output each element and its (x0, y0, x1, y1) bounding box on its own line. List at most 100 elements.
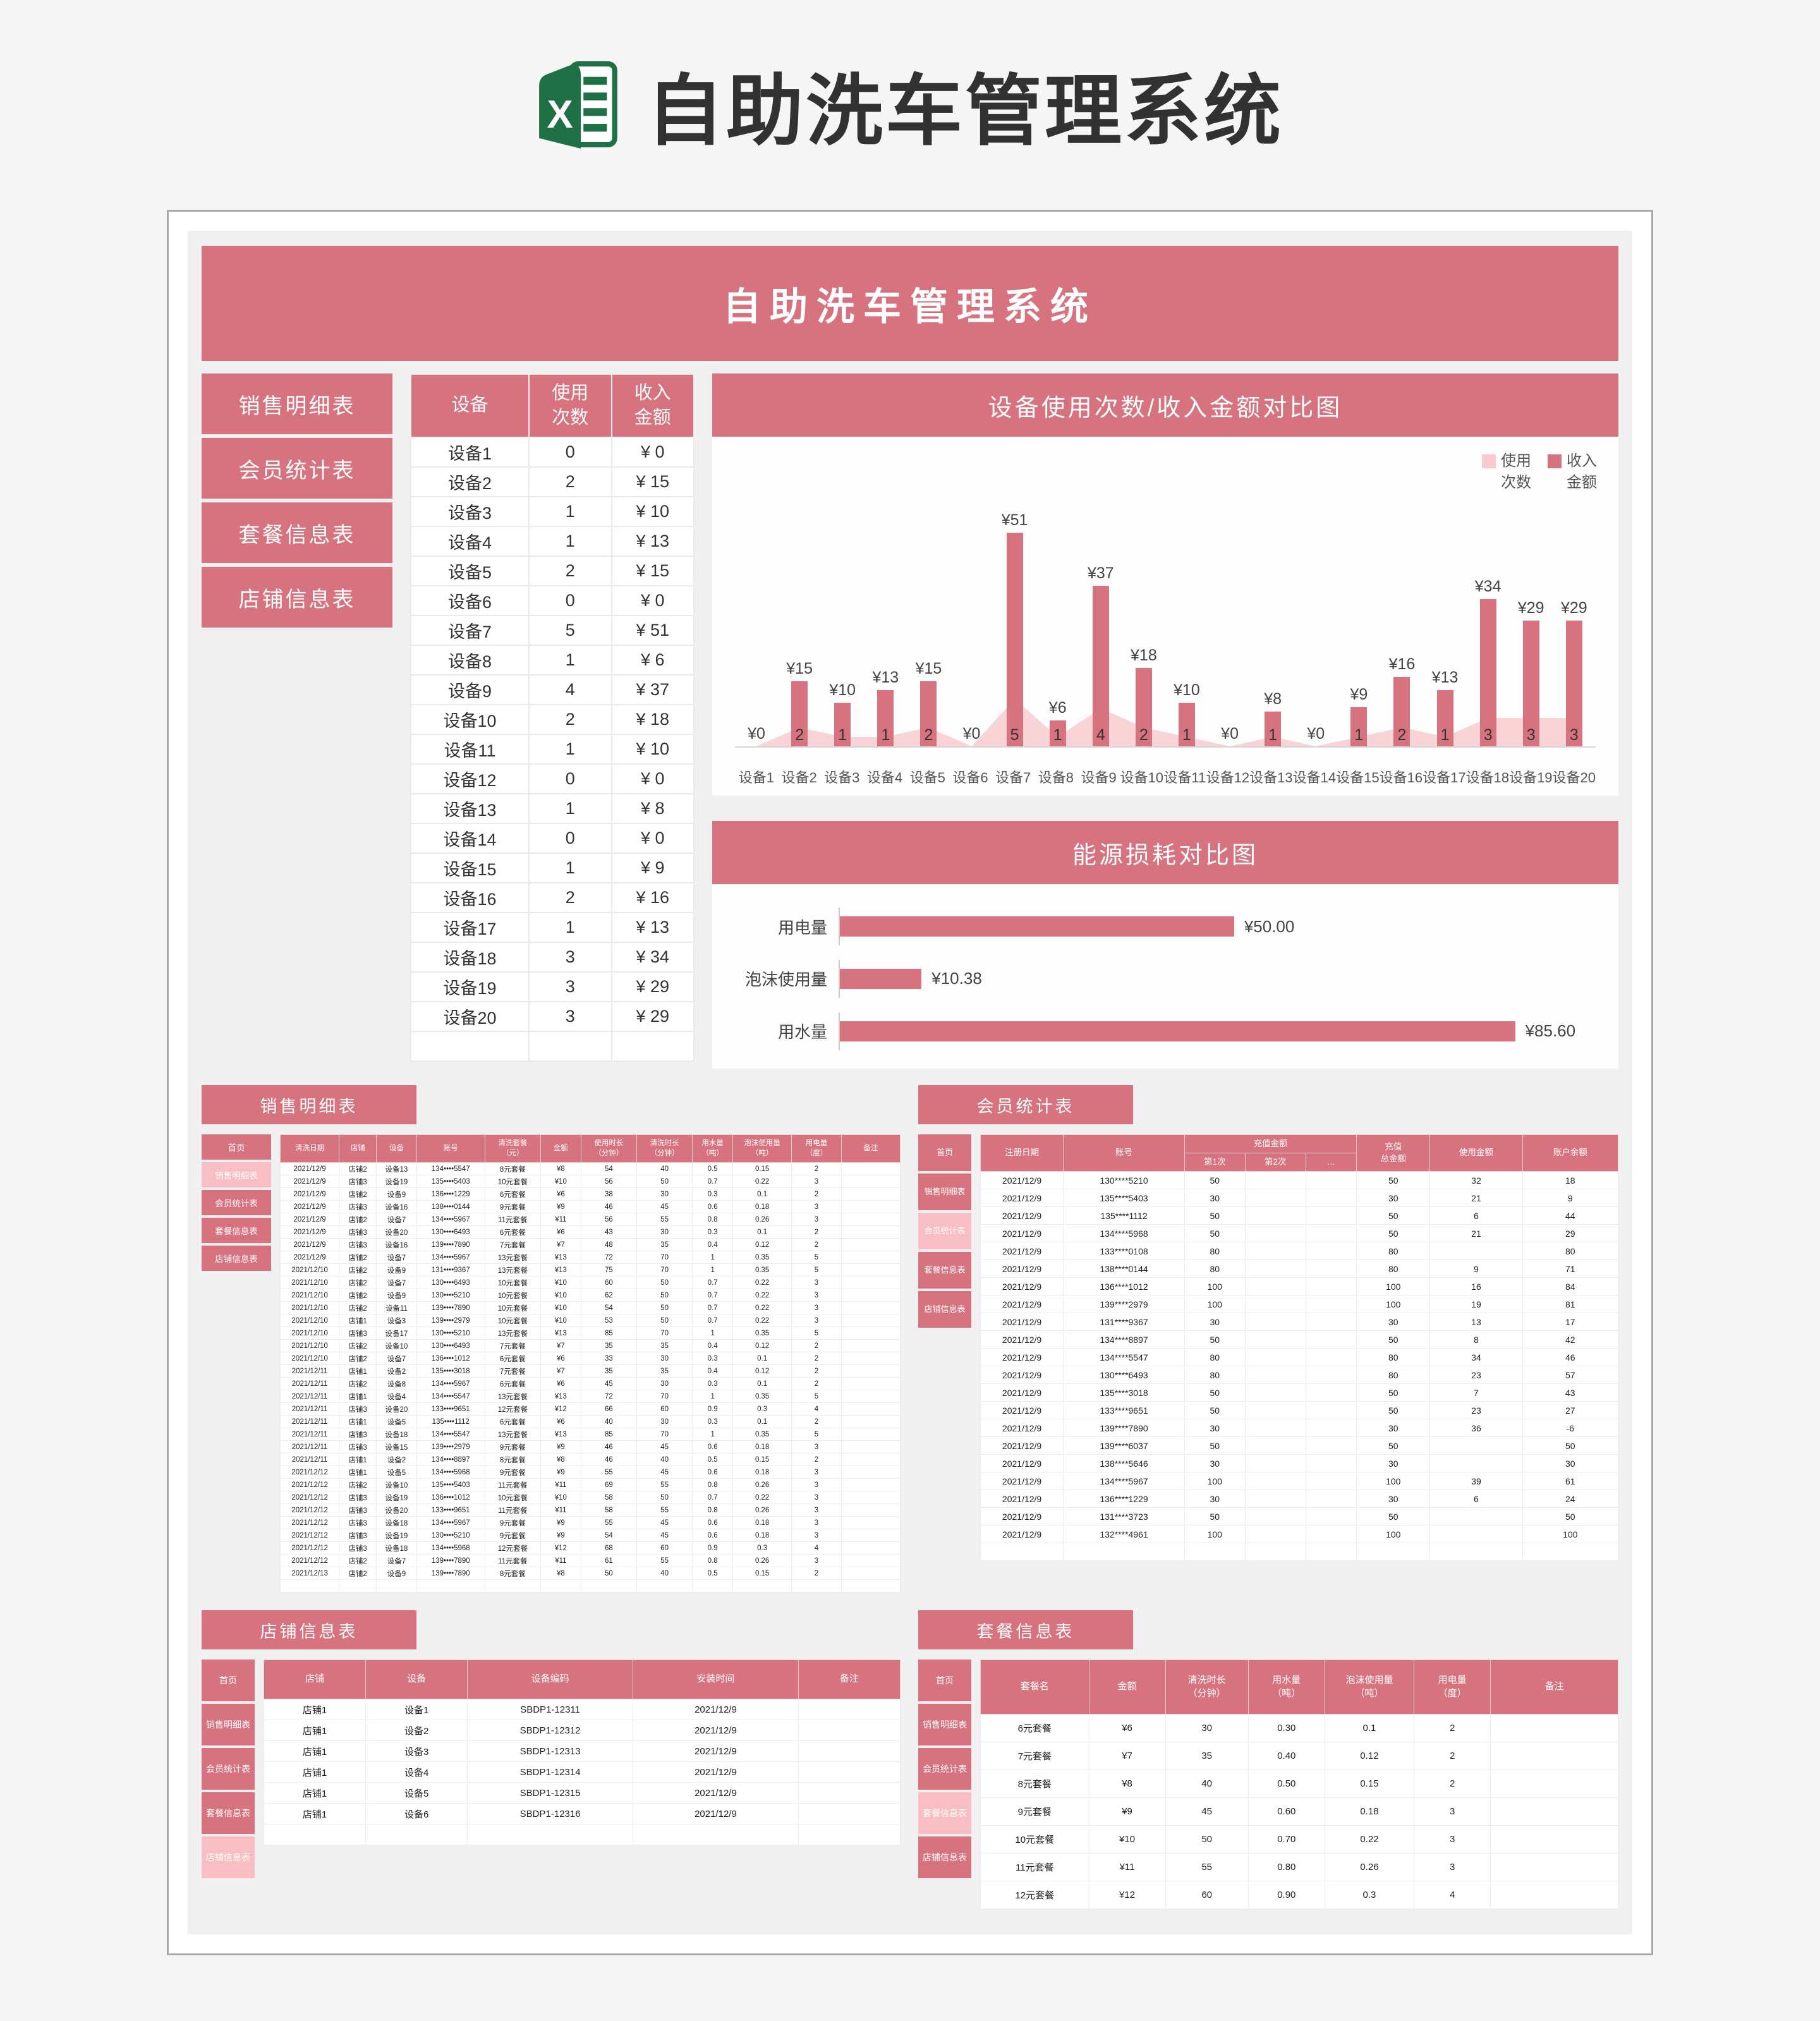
cell: 2021/12/13 (279, 1567, 340, 1580)
cell: 2021/12/9 (633, 1761, 799, 1783)
energy-bar-track: ¥50.00 (839, 907, 1589, 946)
cell: 6元套餐 (484, 1377, 541, 1390)
cell (1244, 1277, 1306, 1296)
cell (980, 1543, 1064, 1561)
cell (1244, 1366, 1306, 1384)
col-register-date: 注册日期 (980, 1134, 1064, 1172)
table-row: 2021/12/10 店铺1 设备3 139••••2979 10元套餐 ¥10 53 50 0… (279, 1314, 901, 1327)
cell (1305, 1189, 1357, 1207)
member-table-body: 2021/12/9 130****5210 50 50 32 18 2021/12/9 135… (980, 1171, 1619, 1561)
cell (692, 1579, 734, 1593)
cell: 46 (580, 1200, 638, 1213)
sidebar-item-套餐信息表[interactable]: 套餐信息表 (202, 1792, 255, 1834)
cell: 50 (636, 1289, 693, 1302)
cell: 0.7 (692, 1175, 734, 1188)
sidebar-item-销售明细表[interactable]: 销售明细表 (918, 1174, 971, 1210)
cell: 13元套餐 (484, 1390, 541, 1403)
cell: 9元套餐 (484, 1200, 541, 1213)
sidebar-item-店铺信息表[interactable]: 店铺信息表 (918, 1291, 971, 1328)
cell (1244, 1543, 1306, 1561)
cell: 2 (528, 466, 612, 497)
cell: ¥12 (540, 1402, 581, 1416)
cell: 100 (1522, 1525, 1619, 1543)
sidebar-item-首页[interactable]: 首页 (918, 1660, 971, 1701)
sidebar-item-套餐信息表[interactable]: 套餐信息表 (202, 502, 392, 563)
cell: 27 (1522, 1401, 1619, 1419)
sidebar-item-会员统计表[interactable]: 会员统计表 (918, 1213, 971, 1249)
sidebar-item-销售明细表[interactable]: 销售明细表 (202, 1704, 255, 1745)
cell: 19 (1429, 1295, 1523, 1313)
sidebar-item-店铺信息表[interactable]: 店铺信息表 (918, 1836, 971, 1878)
excel-icon: X (539, 61, 617, 149)
cell: 24 (1522, 1490, 1619, 1508)
income-bar (1350, 707, 1368, 746)
cell: 139****2979 (1063, 1295, 1185, 1313)
usage-count-label: 1 (881, 726, 890, 744)
bar-group-设备14: ¥0 (1294, 511, 1337, 746)
cell: 0.1 (732, 1377, 792, 1390)
cell: ¥6 (540, 1225, 581, 1239)
sidebar-item-店铺信息表[interactable]: 店铺信息表 (202, 567, 392, 628)
cell: 0.35 (732, 1428, 792, 1441)
table-row: 店铺1 设备1 SBDP1-12311 2021/12/9 (263, 1699, 901, 1720)
cell: 0.6 (692, 1466, 734, 1479)
cell (633, 1824, 799, 1845)
cell: ¥9 (540, 1516, 581, 1529)
cell: 设备8 (410, 645, 530, 676)
table-row: 2021/12/9 133****0108 80 80 80 (980, 1242, 1619, 1260)
cell: 72 (580, 1251, 638, 1264)
sidebar-item-店铺信息表[interactable]: 店铺信息表 (202, 1246, 271, 1271)
cell: 设备12 (410, 763, 530, 794)
sidebar-item-会员统计表[interactable]: 会员统计表 (202, 1748, 255, 1790)
table-row: 2021/12/10 店铺3 设备17 130••••5210 13元套餐 ¥13 85 70… (279, 1326, 901, 1340)
sidebar-item-套餐信息表[interactable]: 套餐信息表 (202, 1218, 271, 1243)
bar-group-设备4: ¥13 1 (864, 511, 907, 746)
sidebar-item-首页[interactable]: 首页 (202, 1660, 255, 1701)
cell (840, 1326, 901, 1340)
cell: 2021/12/9 (279, 1187, 340, 1201)
cell: 2 (791, 1238, 842, 1251)
cell: 69 (580, 1478, 638, 1491)
cell (1490, 1714, 1618, 1742)
cell: ¥ 51 (610, 615, 695, 646)
cell: 134••••5967 (416, 1516, 485, 1529)
sidebar-item-销售明细表[interactable]: 销售明细表 (918, 1704, 971, 1745)
cell (840, 1579, 901, 1593)
sidebar-item-会员统计表[interactable]: 会员统计表 (202, 438, 392, 499)
cell: 136****1229 (1063, 1490, 1185, 1508)
x-axis-label: 设备20 (1552, 770, 1596, 786)
sidebar-item-销售明细表[interactable]: 销售明细表 (202, 1162, 271, 1187)
sidebar-item-套餐信息表[interactable]: 套餐信息表 (918, 1252, 971, 1289)
cell: 设备9 (376, 1567, 417, 1580)
cell: 50 (1184, 1224, 1246, 1242)
cell: 1 (528, 734, 612, 765)
bar-group-设备5: ¥15 2 (907, 511, 950, 746)
packages-panel-sidebar: 首页 销售明细表 会员统计表 套餐信息表 店铺信息表 (918, 1660, 971, 1878)
cell: 3 (791, 1314, 842, 1327)
sidebar-item-店铺信息表[interactable]: 店铺信息表 (202, 1836, 255, 1878)
cell: 2021/12/9 (980, 1224, 1064, 1242)
cell (840, 1276, 901, 1289)
sidebar-item-首页[interactable]: 首页 (202, 1134, 271, 1160)
usage-count-label: 2 (924, 726, 933, 744)
col-header: 泡沫使用量 （吨） (732, 1134, 792, 1163)
cell (798, 1740, 901, 1762)
col-header: 备注 (1490, 1660, 1618, 1715)
sidebar-item-套餐信息表[interactable]: 套餐信息表 (918, 1792, 971, 1834)
cell: 30 (1184, 1454, 1246, 1472)
cell: 店铺2 (339, 1289, 377, 1302)
cell: 50 (636, 1491, 693, 1504)
cell: 2 (791, 1352, 842, 1365)
cell: 50 (1356, 1206, 1431, 1225)
cell: 30 (1165, 1714, 1249, 1742)
sidebar-item-销售明细表[interactable]: 销售明细表 (202, 373, 392, 434)
cell: 6 (1429, 1490, 1523, 1508)
energy-bar-track: ¥10.38 (839, 959, 1589, 998)
sidebar-item-首页[interactable]: 首页 (918, 1134, 971, 1171)
energy-bar (840, 1021, 1515, 1041)
cell: 店铺3 (339, 1225, 377, 1239)
sidebar-item-会员统计表[interactable]: 会员统计表 (918, 1748, 971, 1790)
sidebar-item-会员统计表[interactable]: 会员统计表 (202, 1190, 271, 1215)
bar-value-label: ¥51 (1001, 511, 1028, 529)
bar-value-label: ¥13 (1431, 669, 1459, 686)
